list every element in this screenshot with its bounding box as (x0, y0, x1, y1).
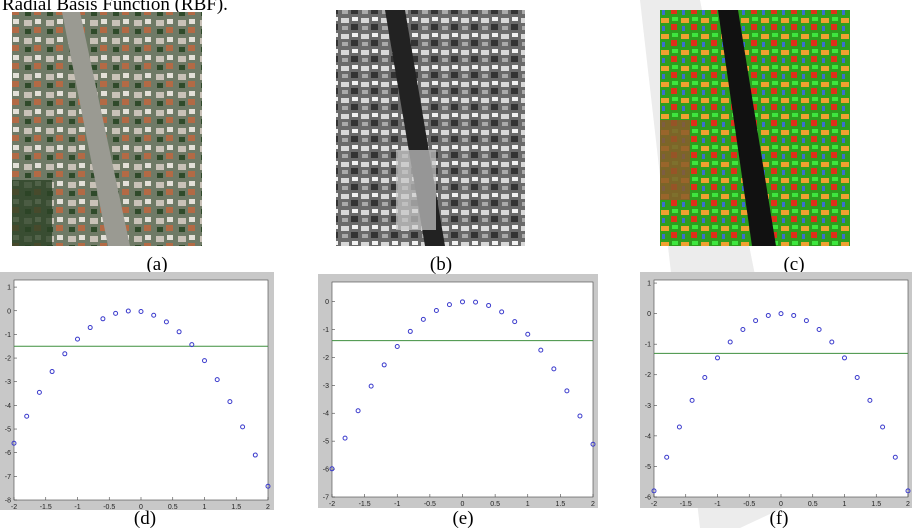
plot-area (654, 280, 908, 497)
image-b (336, 10, 525, 246)
y-tick-label: -4 (645, 433, 651, 440)
caption: (f) (770, 508, 789, 528)
image-a (12, 12, 202, 246)
x-tick-label: 0 (779, 501, 783, 508)
y-tick-label: 1 (7, 285, 11, 292)
y-tick-label: 0 (7, 308, 11, 315)
x-tick-label: 1 (843, 501, 847, 508)
x-tick-label: 1.5 (871, 501, 881, 508)
y-tick-label: -6 (323, 467, 329, 474)
y-tick-label: -5 (645, 464, 651, 471)
x-tick-label: -2 (329, 501, 335, 508)
x-tick-label: -1.5 (40, 504, 52, 511)
y-tick-label: 0 (647, 311, 651, 318)
y-tick-label: -6 (5, 450, 11, 457)
y-tick-label: -1 (323, 327, 329, 334)
y-tick-label: -3 (323, 383, 329, 390)
x-tick-label: 2 (266, 504, 270, 511)
y-tick-label: -3 (5, 379, 11, 386)
x-tick-label: 0.5 (808, 501, 818, 508)
caption: (e) (452, 508, 473, 528)
x-tick-label: -1 (714, 501, 720, 508)
y-tick-label: -4 (5, 403, 11, 410)
x-tick-label: 1.5 (231, 504, 241, 511)
x-tick-label: -0.5 (743, 501, 755, 508)
x-tick-label: -2 (651, 501, 657, 508)
x-tick-label: -1.5 (680, 501, 692, 508)
caption: (c) (783, 254, 804, 275)
x-tick-label: 1 (526, 501, 530, 508)
x-tick-label: 2 (906, 501, 910, 508)
y-tick-label: 1 (647, 281, 651, 288)
y-tick-label: -5 (5, 427, 11, 434)
image-c (660, 10, 850, 246)
x-tick-label: 0 (461, 501, 465, 508)
y-tick-label: -2 (5, 356, 11, 363)
y-tick-label: -2 (645, 372, 651, 379)
y-tick-label: -5 (323, 439, 329, 446)
y-tick-label: -7 (5, 474, 11, 481)
figure-page: Radial Basis Function (RBF). (a) (b) (c)… (0, 0, 912, 528)
y-tick-label: 0 (325, 299, 329, 306)
x-tick-label: -0.5 (424, 501, 436, 508)
page: Radial Basis Function (RBF). (a) (b) (c)… (0, 0, 912, 528)
x-tick-label: -0.5 (103, 504, 115, 511)
y-tick-label: -4 (323, 411, 329, 418)
x-tick-label: -1 (74, 504, 80, 511)
x-tick-label: -1.5 (359, 501, 371, 508)
plot-area (332, 282, 593, 497)
y-tick-label: -1 (5, 332, 11, 339)
x-tick-label: -2 (11, 504, 17, 511)
y-tick-label: -1 (645, 342, 651, 349)
x-tick-label: 0.5 (490, 501, 500, 508)
x-tick-label: 0.5 (168, 504, 178, 511)
caption: (a) (146, 254, 167, 275)
x-tick-label: -1 (394, 501, 400, 508)
x-tick-label: 2 (591, 501, 595, 508)
x-tick-label: 1.5 (556, 501, 566, 508)
y-tick-label: -3 (645, 403, 651, 410)
caption: (b) (430, 254, 452, 275)
y-tick-label: -2 (323, 355, 329, 362)
x-tick-label: 1 (203, 504, 207, 511)
caption: (d) (134, 508, 156, 528)
